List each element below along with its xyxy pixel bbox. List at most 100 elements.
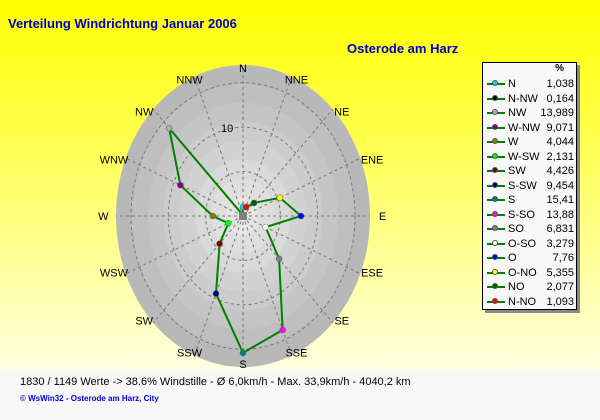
legend-line-icon xyxy=(487,138,505,145)
chart-subtitle: Osterode am Harz xyxy=(347,41,459,56)
legend-value: 4,044 xyxy=(546,136,574,149)
axis-label-s: S xyxy=(239,359,246,371)
legend-value: 5,355 xyxy=(546,266,574,279)
data-point-w xyxy=(209,212,217,220)
data-point-w-sw xyxy=(225,219,232,227)
legend-item: N-NO 1,093 xyxy=(483,295,576,310)
legend-line-icon xyxy=(487,283,505,290)
axis-label-ene: ENE xyxy=(361,154,384,166)
center-marker xyxy=(239,212,247,220)
data-point-sw xyxy=(216,240,223,248)
legend-item: O-NO 5,355 xyxy=(483,266,576,281)
legend-marker-icon xyxy=(492,138,498,145)
chart-title: Verteilung Windrichtung Januar 2006 xyxy=(8,16,237,31)
legend-line-icon xyxy=(487,109,505,116)
legend-marker-icon xyxy=(492,167,498,174)
legend-value: 13,88 xyxy=(546,208,574,221)
legend-line-icon xyxy=(487,181,505,188)
legend-marker-icon xyxy=(492,254,498,261)
legend-line-icon xyxy=(487,123,505,130)
legend-line-icon xyxy=(487,152,505,159)
legend: % N 1,038 N-NW 0,164 NW 13,989 W-NW 9,071 W 4,044… xyxy=(482,62,577,310)
legend-name: W-NW xyxy=(508,121,541,134)
legend-value: 1,093 xyxy=(546,295,574,308)
legend-marker-icon xyxy=(492,109,498,116)
grid-spoke xyxy=(193,215,244,356)
legend-line-icon xyxy=(487,225,505,232)
axis-label-w: W xyxy=(98,211,109,223)
stats-footer: 1830 / 1149 Werte -> 38.6% Windstille - … xyxy=(20,376,411,388)
legend-line-icon xyxy=(487,239,505,246)
legend-value: 2,077 xyxy=(546,281,574,294)
legend-name: W-SW xyxy=(508,150,540,163)
axis-label-n: N xyxy=(239,63,247,75)
legend-value: 0,164 xyxy=(546,92,574,105)
legend-name: W xyxy=(508,136,519,149)
data-point-n-no xyxy=(242,203,250,211)
legend-value: 9,454 xyxy=(546,179,574,192)
legend-marker-icon xyxy=(492,181,498,188)
legend-item: SW 4,426 xyxy=(483,164,576,179)
legend-name: NO xyxy=(508,281,525,294)
data-point-nw xyxy=(165,124,173,132)
legend-value: 2,131 xyxy=(546,150,574,163)
grid-spoke xyxy=(125,157,244,217)
axis-label-ne: NE xyxy=(334,106,349,118)
legend-marker-icon xyxy=(492,152,498,159)
axis-label-nw: NW xyxy=(135,106,154,118)
legend-marker-icon xyxy=(492,297,498,304)
axis-label-ssw: SSW xyxy=(177,348,203,360)
axis-label-se: SE xyxy=(334,316,349,328)
legend-name: N-NO xyxy=(508,295,537,308)
legend-line-icon xyxy=(487,167,505,174)
legend-item: O-SO 3,279 xyxy=(483,237,576,252)
legend-item: O 7,76 xyxy=(483,251,576,266)
data-point-s-sw xyxy=(212,290,220,297)
legend-marker-icon xyxy=(492,268,498,275)
legend-marker-icon xyxy=(492,283,498,290)
legend-value: 1,038 xyxy=(546,78,574,91)
legend-marker-icon xyxy=(492,196,498,203)
axis-label-sse: SSE xyxy=(285,348,307,360)
grid-spoke xyxy=(242,215,361,275)
legend-item: NW 13,989 xyxy=(483,106,576,121)
axis-label-e: E xyxy=(379,211,386,223)
legend-line-icon xyxy=(487,268,505,275)
data-point-s xyxy=(239,349,247,357)
legend-item: SO 6,831 xyxy=(483,222,576,237)
axis-label-ese: ESE xyxy=(361,268,383,280)
grid-spoke xyxy=(242,157,361,217)
legend-item: W-SW 2,131 xyxy=(483,150,576,165)
axis-label-wsw: WSW xyxy=(100,268,129,280)
legend-name: SW xyxy=(508,165,526,178)
legend-name: O-SO xyxy=(508,237,537,250)
data-point-no xyxy=(250,199,258,207)
grid-spoke xyxy=(152,215,244,324)
legend-value: 6,831 xyxy=(546,223,574,236)
legend-header: % xyxy=(555,63,564,74)
data-point-o xyxy=(297,212,305,220)
legend-item: S 15,41 xyxy=(483,193,576,208)
grid-label: 10 xyxy=(221,123,233,135)
legend-marker-icon xyxy=(492,239,498,246)
grid-spoke xyxy=(242,76,293,217)
legend-marker-icon xyxy=(492,94,498,101)
grid-spoke xyxy=(125,215,244,275)
legend-item: NO 2,077 xyxy=(483,280,576,295)
data-point-so xyxy=(275,255,283,263)
legend-line-icon xyxy=(487,196,505,203)
legend-marker-icon xyxy=(492,123,498,130)
legend-line-icon xyxy=(487,80,505,87)
legend-item: N-NW 0,164 xyxy=(483,92,576,107)
axis-label-nne: NNE xyxy=(285,74,308,86)
legend-value: 3,279 xyxy=(546,237,574,250)
legend-name: N-NW xyxy=(508,92,538,105)
legend-item: S-SW 9,454 xyxy=(483,179,576,194)
legend-line-icon xyxy=(487,297,505,304)
legend-item: W 4,044 xyxy=(483,135,576,150)
credit-text: © WsWin32 - Osterode am Harz, City xyxy=(20,394,159,403)
legend-line-icon xyxy=(487,254,505,261)
legend-line-icon xyxy=(487,94,505,101)
legend-marker-icon xyxy=(492,210,498,217)
